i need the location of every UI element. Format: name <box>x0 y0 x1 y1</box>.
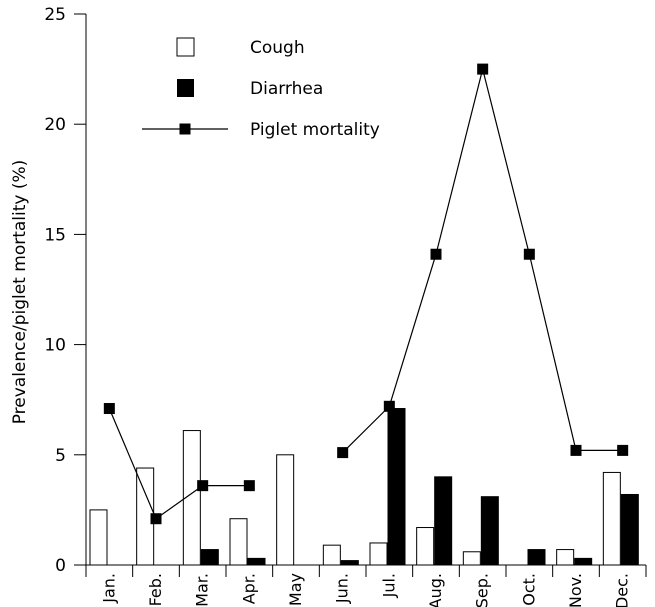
mortality-line-segment <box>108 408 250 520</box>
bar-diarrhea <box>200 549 219 566</box>
legend-mortality-marker <box>179 123 191 135</box>
mortality-point <box>430 248 442 260</box>
mortality-line <box>103 63 629 525</box>
x-tick-label: Jul. <box>379 573 398 598</box>
bar-diarrhea <box>574 557 593 566</box>
x-tick-label: Apr. <box>239 573 258 604</box>
mortality-point <box>617 444 629 456</box>
bar-cough <box>369 542 388 566</box>
legend-label: Diarrhea <box>250 79 323 99</box>
legend: Cough Diarrhea Piglet mortality <box>142 37 380 140</box>
bar-cough <box>602 471 621 566</box>
mortality-point <box>197 480 209 492</box>
mortality-point <box>523 248 535 260</box>
bar-diarrhea <box>434 476 453 566</box>
y-tick-label: 20 <box>44 115 66 135</box>
bar-cough <box>556 549 575 566</box>
bar-cough <box>276 454 295 566</box>
mortality-point <box>383 400 395 412</box>
x-tick-label: Feb. <box>146 573 165 606</box>
legend-diarrhea-swatch <box>177 79 194 97</box>
bar-diarrhea <box>340 560 359 566</box>
x-tick-label: Oct. <box>519 573 538 606</box>
mortality-point <box>337 447 349 459</box>
x-tick-label: Nov. <box>566 573 585 607</box>
x-tick-label: Sep. <box>473 573 492 607</box>
mortality-point <box>150 513 162 525</box>
x-tick-label: Dec. <box>613 573 632 607</box>
x-tick-label: Mar. <box>193 573 212 607</box>
bar-cough <box>462 551 481 566</box>
bar-cough <box>229 518 248 566</box>
y-tick-label: 10 <box>44 336 66 356</box>
mortality-line-segment <box>342 68 623 454</box>
x-axis: Jan. Feb. Mar. Apr. May Jun. Jul. Aug. Sep. Oct. N… <box>85 564 647 607</box>
bar-diarrhea <box>387 408 406 566</box>
bar-cough <box>322 544 341 566</box>
bar-cough <box>89 509 108 566</box>
mortality-point <box>103 403 115 415</box>
x-tick-label: May <box>286 573 305 606</box>
x-tick-label: Jun. <box>333 573 352 604</box>
bars <box>89 408 639 566</box>
bar-diarrhea <box>527 549 546 566</box>
y-axis-title: Prevalence/piglet mortality (%) <box>10 160 30 425</box>
bar-diarrhea <box>480 496 499 566</box>
mortality-point <box>243 480 255 492</box>
bar-diarrhea <box>620 493 639 566</box>
y-tick-label: 0 <box>55 556 66 576</box>
legend-label: Cough <box>250 38 305 58</box>
legend-cough-swatch <box>176 37 195 57</box>
y-tick-label: 15 <box>44 225 66 245</box>
x-tick-label: Aug. <box>426 573 445 607</box>
legend-label: Piglet mortality <box>250 120 380 140</box>
y-axis: 0 5 10 15 20 25 <box>44 5 87 576</box>
bar-cough <box>416 527 435 566</box>
y-tick-label: 25 <box>44 5 66 25</box>
y-tick-label: 5 <box>55 446 66 466</box>
x-tick-label: Jan. <box>99 573 118 604</box>
mortality-point <box>570 444 582 456</box>
bar-diarrhea <box>247 557 266 566</box>
mortality-point <box>477 63 489 75</box>
bar-cough <box>182 430 201 566</box>
